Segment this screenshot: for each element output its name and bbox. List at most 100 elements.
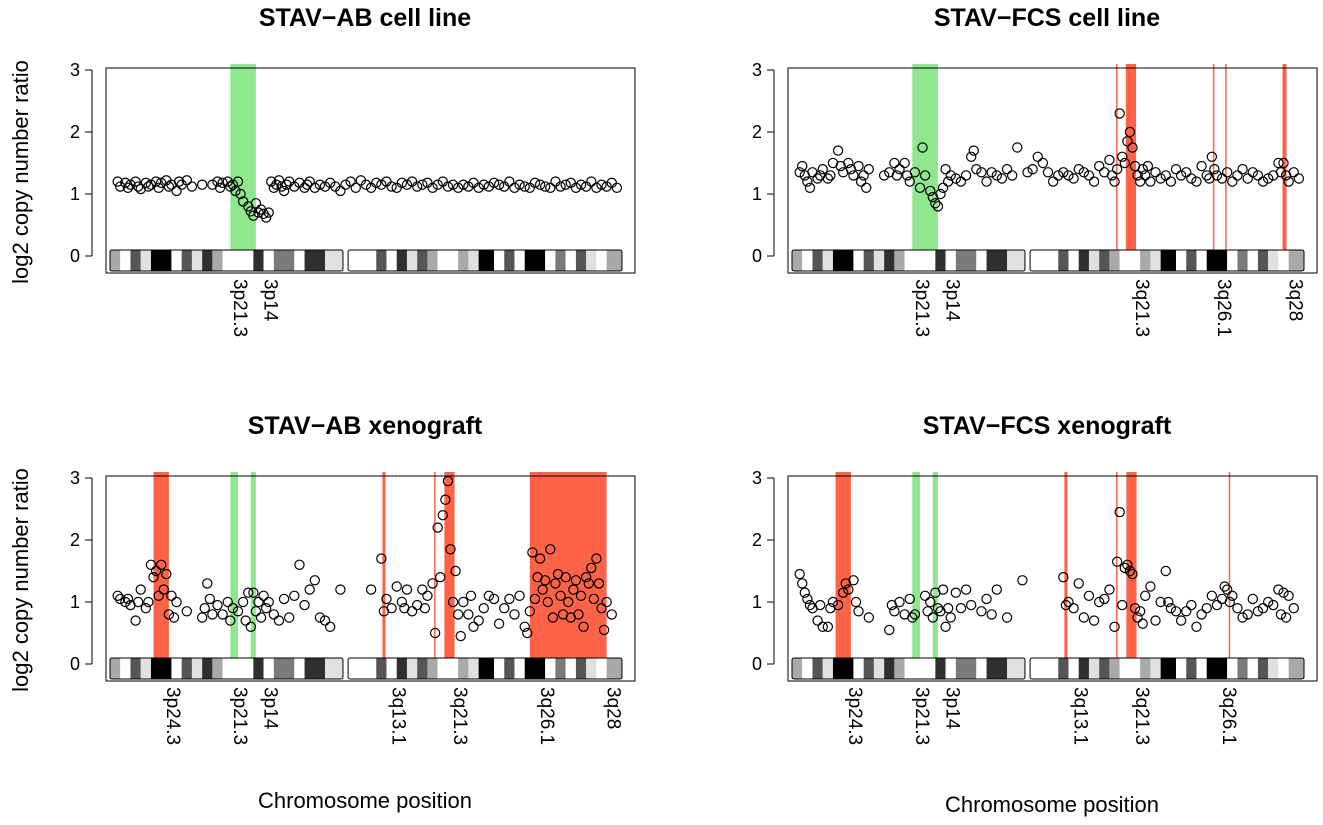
data-point [478, 603, 489, 614]
data-point [524, 606, 536, 617]
data-point [922, 606, 933, 617]
ideogram-band [935, 250, 946, 271]
data-points [112, 175, 623, 223]
ideogram-band [1227, 658, 1238, 679]
data-point [1104, 584, 1115, 595]
band-label: 3p24.3 [844, 687, 865, 745]
ideogram-band [1176, 250, 1187, 271]
data-point [478, 179, 489, 190]
ideogram-band [427, 250, 438, 271]
data-point [940, 621, 951, 633]
data-point [171, 185, 182, 197]
data-point [560, 179, 571, 190]
data-point [1137, 163, 1148, 175]
data-point [861, 182, 872, 193]
data-point [386, 181, 397, 192]
ideogram-band [1109, 658, 1120, 679]
data-point [163, 609, 175, 620]
data-point [253, 207, 264, 218]
data-point [115, 593, 126, 605]
data-point [196, 179, 208, 190]
data-point [260, 212, 272, 223]
data-point [1140, 170, 1151, 181]
ideogram-band [1160, 658, 1176, 679]
data-point [401, 179, 413, 190]
data-point [1219, 581, 1230, 592]
data-point [268, 182, 280, 193]
data-point [458, 179, 469, 190]
ideogram-band [1257, 250, 1269, 271]
data-point [1283, 590, 1294, 602]
data-point [925, 185, 936, 197]
data-point [130, 176, 141, 187]
ideogram-band [955, 250, 977, 271]
data-point [432, 179, 443, 190]
data-point [927, 612, 939, 623]
data-point [1206, 590, 1218, 602]
ideogram-band [294, 658, 305, 679]
band-labels: 3p24.3 3p21.3 3p14 3q13.1 3q21.3 3q26.1 [844, 687, 1239, 745]
data-point [143, 596, 154, 608]
data-point [125, 179, 136, 190]
data-point [1191, 621, 1202, 633]
data-point [1073, 578, 1084, 589]
data-point [580, 181, 592, 192]
data-point [838, 587, 849, 598]
ideogram-band [191, 250, 203, 271]
y-tick-label: 3 [70, 60, 80, 80]
data-point [483, 590, 495, 602]
data-point [427, 578, 438, 589]
data-point [150, 565, 162, 577]
data-point [212, 176, 223, 187]
data-point [1083, 590, 1095, 602]
data-point [555, 181, 566, 192]
gain-region-3 [1212, 64, 1215, 250]
ideogram-band [253, 658, 264, 679]
data-point [534, 553, 546, 564]
gain-region-6 [529, 472, 607, 658]
band-label: 3q26.1 [536, 687, 557, 745]
ideogram-band [273, 658, 295, 679]
data-point [586, 176, 597, 187]
ideogram-band [606, 250, 622, 271]
data-point [153, 590, 164, 602]
ideogram-band [1030, 658, 1059, 679]
ideogram-band [1206, 658, 1228, 679]
ideogram-band [212, 250, 223, 271]
ideogram-band [468, 250, 479, 271]
data-point [1211, 170, 1223, 181]
ideogram-band [1247, 658, 1258, 679]
data-point [1124, 126, 1136, 138]
ideogram-band [437, 658, 459, 679]
data-point [240, 615, 251, 626]
band-label: 3p21.3 [229, 687, 250, 745]
band-label: 3q28 [1285, 279, 1306, 321]
data-point [324, 621, 336, 633]
band-label: 3q28 [603, 687, 624, 729]
ideogram-band [1109, 250, 1120, 271]
data-point [1106, 170, 1118, 181]
loss-region-2 [932, 472, 938, 658]
ideogram-band [140, 658, 151, 679]
ideogram-arm-p [791, 657, 1026, 680]
data-point [524, 182, 536, 193]
data-point [909, 609, 921, 620]
data-point [1137, 618, 1148, 629]
data-point [976, 167, 987, 178]
data-point [222, 176, 233, 187]
ideogram-band [468, 658, 479, 679]
data-point [473, 615, 484, 626]
gain-region-6 [1228, 472, 1231, 658]
data-point [1078, 612, 1090, 623]
ideogram-band [417, 658, 428, 679]
data-point [1242, 173, 1253, 184]
band-labels: 3p21.3 3p14 3q21.3 3q26.1 3q28 [911, 279, 1306, 337]
plot-frame [105, 67, 636, 274]
data-point [601, 596, 612, 608]
data-point [396, 177, 408, 189]
ideogram-band [976, 658, 987, 679]
ideogram-band [417, 250, 428, 271]
ideogram-band [1227, 250, 1238, 271]
